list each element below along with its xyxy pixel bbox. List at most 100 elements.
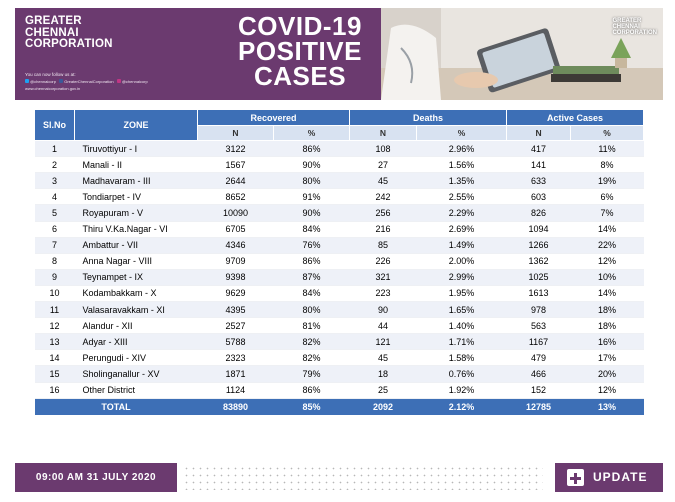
active-pct-cell: 16%	[570, 333, 644, 351]
active-n-cell: 826	[506, 204, 571, 222]
zone-cell: Sholinganallur - XV	[74, 365, 198, 383]
active-n-cell: 1613	[506, 285, 571, 303]
zone-cell: Adyar - XIII	[74, 333, 198, 351]
recovered-pct-cell: 82%	[273, 333, 350, 351]
slno-cell: 10	[34, 285, 75, 303]
active-pct-cell: 14%	[570, 285, 644, 303]
plus-icon	[567, 469, 584, 486]
deaths-n-cell: 45	[349, 349, 417, 367]
deaths-pct-cell: 1.65%	[416, 301, 507, 319]
deaths-pct-cell: 2.99%	[416, 269, 507, 286]
zone-cell: Anna Nagar - VIII	[74, 253, 198, 270]
deaths-n-cell: 85	[349, 237, 417, 254]
deaths-n-cell: 256	[349, 204, 417, 222]
active-pct-cell: 18%	[570, 317, 644, 335]
deaths-pct-cell: 0.76%	[416, 365, 507, 383]
deaths-n-cell: 90	[349, 301, 417, 319]
total-cell: 12785	[506, 398, 571, 415]
total-cell: 2092	[349, 398, 417, 415]
total-cell: 2.12%	[416, 398, 507, 415]
title-banner: GREATER CHENNAI CORPORATION COVID-19 POS…	[15, 8, 381, 100]
active-n-cell: 603	[506, 188, 571, 206]
deaths-pct-cell: 1.95%	[416, 285, 507, 303]
slno-cell: 5	[34, 204, 75, 222]
page-title: COVID-19 POSITIVE CASES	[215, 13, 385, 89]
recovered-n-cell: 6705	[197, 221, 274, 238]
update-datetime: 09:00 AM 31 JULY 2020	[15, 463, 177, 492]
deaths-n-cell: 108	[349, 140, 417, 158]
col-header-active: Active Cases	[506, 108, 645, 127]
recovered-pct-cell: 86%	[273, 253, 350, 270]
org-line: CHENNAI	[25, 26, 79, 39]
deaths-pct-cell: 1.92%	[416, 382, 507, 399]
doctor-tablet-illustration	[381, 8, 663, 100]
zone-cell: Valasaravakkam - XI	[74, 301, 198, 319]
subheader-n: N	[197, 125, 274, 142]
table-row: 12 Alandur - XII 2527 81% 44 1.40% 563 18%	[34, 317, 644, 335]
gcc-logo: GREATER CHENNAI CORPORATION	[612, 18, 657, 36]
header-photo: GREATER CHENNAI CORPORATION	[381, 8, 663, 100]
website-link[interactable]: www.chennaicorporation.gov.in	[25, 86, 81, 91]
active-n-cell: 141	[506, 156, 571, 174]
table-row: 16 Other District 1124 86% 25 1.92% 152 12%	[34, 382, 644, 399]
active-pct-cell: 12%	[570, 382, 644, 399]
follow-text: You can now follow us at:	[25, 72, 76, 77]
table-row: 10 Kodambakkam - X 9629 84% 223 1.95% 1613 14%	[34, 285, 644, 303]
active-n-cell: 1362	[506, 253, 571, 270]
deaths-n-cell: 216	[349, 221, 417, 238]
recovered-pct-cell: 80%	[273, 172, 350, 190]
col-header-zone: ZONE	[74, 108, 198, 142]
dot-pattern	[183, 465, 543, 490]
recovered-pct-cell: 76%	[273, 237, 350, 254]
slno-cell: 15	[34, 365, 75, 383]
deaths-pct-cell: 1.56%	[416, 156, 507, 174]
twitter-icon	[25, 79, 29, 83]
col-header-slno: Sl.No	[34, 108, 75, 142]
title-line: POSITIVE	[238, 36, 362, 66]
footer: 09:00 AM 31 JULY 2020 UPDATE	[15, 463, 663, 492]
deaths-n-cell: 242	[349, 188, 417, 206]
social-handle[interactable]: @chennaicorp	[30, 79, 56, 84]
update-button[interactable]: UPDATE	[555, 463, 663, 492]
recovered-n-cell: 3122	[197, 140, 274, 158]
recovered-n-cell: 10090	[197, 204, 274, 222]
deaths-n-cell: 45	[349, 172, 417, 190]
deaths-pct-cell: 1.49%	[416, 237, 507, 254]
deaths-n-cell: 121	[349, 333, 417, 351]
active-n-cell: 1025	[506, 269, 571, 286]
total-label: TOTAL	[34, 398, 198, 415]
recovered-pct-cell: 84%	[273, 221, 350, 238]
table-row: 6 Thiru V.Ka.Nagar - VI 6705 84% 216 2.69% 109…	[34, 221, 644, 238]
slno-cell: 9	[34, 269, 75, 286]
subheader-pct: %	[273, 125, 350, 142]
active-pct-cell: 22%	[570, 237, 644, 254]
deaths-pct-cell: 2.00%	[416, 253, 507, 270]
total-cell: 13%	[570, 398, 644, 415]
zone-cell: Ambattur - VII	[74, 237, 198, 254]
social-handle[interactable]: GreaterChennaiCorporation	[64, 79, 114, 84]
recovered-pct-cell: 84%	[273, 285, 350, 303]
deaths-pct-cell: 1.58%	[416, 349, 507, 367]
zone-cell: Kodambakkam - X	[74, 285, 198, 303]
deaths-n-cell: 44	[349, 317, 417, 335]
table-row: 15 Sholinganallur - XV 1871 79% 18 0.76% 466 20…	[34, 365, 644, 383]
total-cell: 83890	[197, 398, 274, 415]
active-n-cell: 978	[506, 301, 571, 319]
recovered-pct-cell: 86%	[273, 382, 350, 399]
active-n-cell: 479	[506, 349, 571, 367]
recovered-n-cell: 2527	[197, 317, 274, 335]
recovered-n-cell: 9629	[197, 285, 274, 303]
facebook-icon	[59, 79, 64, 83]
social-handle[interactable]: @chennaicorp	[121, 79, 148, 84]
zone-cell: Tiruvottiyur - I	[74, 140, 198, 158]
active-pct-cell: 19%	[570, 172, 644, 190]
slno-cell: 7	[34, 237, 75, 254]
slno-cell: 8	[34, 253, 75, 270]
zone-cell: Perungudi - XIV	[74, 349, 198, 367]
slno-cell: 4	[34, 188, 75, 206]
table-row: 4 Tondiarpet - IV 8652 91% 242 2.55% 603 6%	[34, 188, 644, 206]
slno-cell: 6	[34, 221, 75, 238]
slno-cell: 2	[34, 156, 75, 174]
org-line: CORPORATION	[25, 38, 113, 50]
deaths-pct-cell: 2.69%	[416, 221, 507, 238]
